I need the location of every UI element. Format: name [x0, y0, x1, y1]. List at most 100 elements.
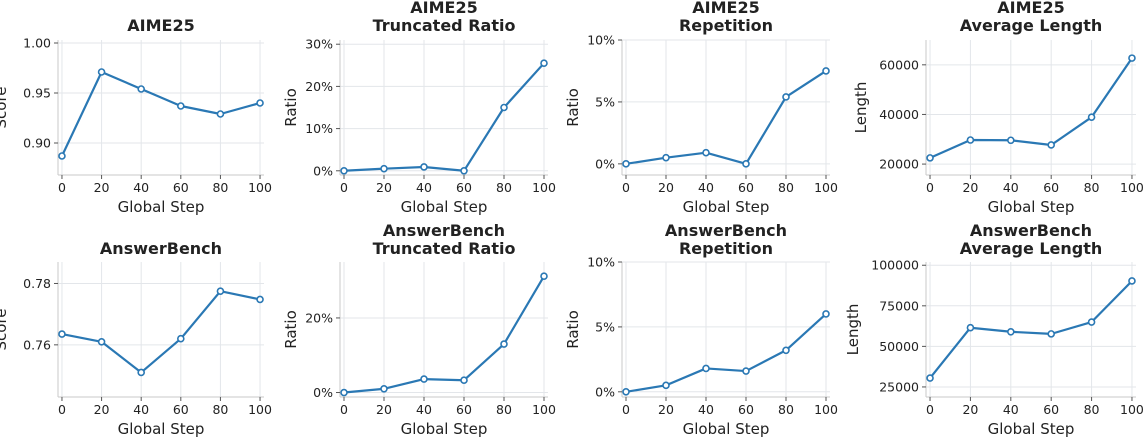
x-tick-label: 0: [926, 402, 934, 417]
chart-title: Repetition: [679, 16, 773, 35]
y-axis-label: Ratio: [282, 88, 300, 127]
chart-title: AnswerBench: [970, 221, 1092, 240]
y-axis-label: Length: [852, 82, 870, 134]
series-line: [61, 290, 261, 374]
data-point: [137, 368, 145, 377]
data-point: [742, 160, 750, 168]
y-tick-label: 20%: [305, 79, 333, 94]
data-point: [540, 59, 548, 68]
x-axis-label: Global Step: [118, 420, 205, 438]
x-tick-label: 80: [1084, 180, 1100, 195]
data-point: [380, 164, 388, 173]
y-tick-label: 50000: [879, 339, 919, 354]
x-tick-label: 40: [133, 402, 149, 417]
data-point: [177, 102, 185, 110]
x-tick-label: 20: [376, 402, 392, 417]
x-tick-label: 60: [738, 402, 754, 417]
data-point: [137, 85, 145, 93]
y-tick-label: 40000: [879, 107, 919, 122]
subplot-8: 0 20 40 60 80 100 25000 50000 75000 100000 AnswerB…: [844, 221, 1144, 438]
y-axis-label: Score: [0, 86, 10, 128]
x-tick-label: 80: [496, 402, 512, 417]
subplot-7: 0 20 40 60 80 100 0% 5% 10% AnswerBenchRepetition…: [564, 221, 838, 438]
y-tick-label: 5%: [595, 94, 615, 109]
y-tick-label: 5%: [595, 319, 615, 334]
y-axis-label: Ratio: [282, 310, 300, 349]
x-tick-label: 80: [496, 180, 512, 195]
y-tick-label: 60000: [879, 57, 919, 72]
data-point: [966, 323, 975, 332]
x-tick-label: 20: [658, 180, 674, 195]
data-point: [926, 154, 934, 162]
x-tick-label: 0: [340, 402, 348, 417]
data-point: [216, 287, 225, 295]
x-axis-label: Global Step: [401, 420, 488, 438]
chart-title: Average Length: [960, 239, 1103, 258]
data-point: [460, 376, 468, 385]
data-point: [1007, 136, 1015, 145]
series-line: [60, 70, 261, 157]
data-point: [1128, 277, 1136, 285]
data-point: [926, 374, 934, 382]
x-tick-label: 60: [456, 402, 472, 417]
x-tick-label: 60: [1043, 402, 1059, 417]
data-point: [340, 166, 348, 175]
data-point: [822, 310, 830, 318]
chart-title: AIME25: [410, 0, 477, 17]
chart-title: Average Length: [960, 16, 1103, 35]
y-tick-label: 30%: [305, 37, 333, 52]
chart-title: AIME25: [692, 0, 759, 17]
series-line: [625, 70, 827, 165]
series-line: [929, 57, 1133, 159]
data-point: [662, 153, 670, 162]
x-tick-label: 0: [58, 180, 66, 195]
data-point: [702, 364, 710, 373]
data-point: [1047, 141, 1055, 149]
x-tick-label: 60: [1043, 180, 1059, 195]
x-tick-label: 100: [814, 180, 838, 195]
x-tick-label: 100: [248, 180, 272, 195]
x-axis-label: Global Step: [118, 198, 205, 216]
x-tick-label: 0: [622, 180, 630, 195]
x-tick-label: 0: [622, 402, 630, 417]
y-tick-label: 100000: [871, 258, 919, 273]
chart-title: AnswerBench: [383, 221, 505, 240]
x-tick-label: 20: [658, 402, 674, 417]
data-point: [97, 68, 106, 76]
data-point: [622, 388, 630, 396]
series-line: [625, 313, 827, 393]
data-point: [1047, 330, 1055, 338]
y-tick-label: 75000: [879, 298, 919, 313]
x-tick-label: 80: [1084, 402, 1100, 417]
x-axis-label: Global Step: [988, 198, 1075, 216]
data-point: [966, 136, 975, 144]
data-point: [420, 375, 428, 383]
data-point: [742, 367, 750, 375]
x-axis-label: Global Step: [683, 420, 770, 438]
x-tick-label: 100: [814, 402, 838, 417]
y-tick-label: 1.00: [23, 36, 51, 51]
x-tick-label: 20: [962, 180, 978, 195]
chart-title: Truncated Ratio: [373, 239, 516, 258]
chart-title: AIME25: [997, 0, 1064, 17]
y-axis-label: Length: [844, 304, 862, 356]
x-tick-label: 40: [133, 180, 149, 195]
subplot-5: 0 20 40 60 80 100 0.76 0.78 AnswerBench Global St…: [0, 239, 272, 438]
data-point: [256, 295, 264, 304]
data-point: [460, 166, 468, 175]
y-tick-label: 20000: [879, 157, 919, 172]
chart-title: Truncated Ratio: [373, 16, 516, 35]
data-point: [500, 103, 508, 112]
data-point: [380, 384, 388, 393]
y-tick-label: 0%: [595, 156, 615, 171]
data-point: [1007, 327, 1015, 336]
x-tick-label: 40: [1003, 180, 1019, 195]
chart-title: AnswerBench: [665, 221, 787, 240]
x-tick-label: 60: [456, 180, 472, 195]
data-point: [1087, 113, 1096, 121]
x-tick-label: 40: [698, 402, 714, 417]
data-point: [256, 99, 264, 107]
x-tick-label: 80: [212, 180, 228, 195]
